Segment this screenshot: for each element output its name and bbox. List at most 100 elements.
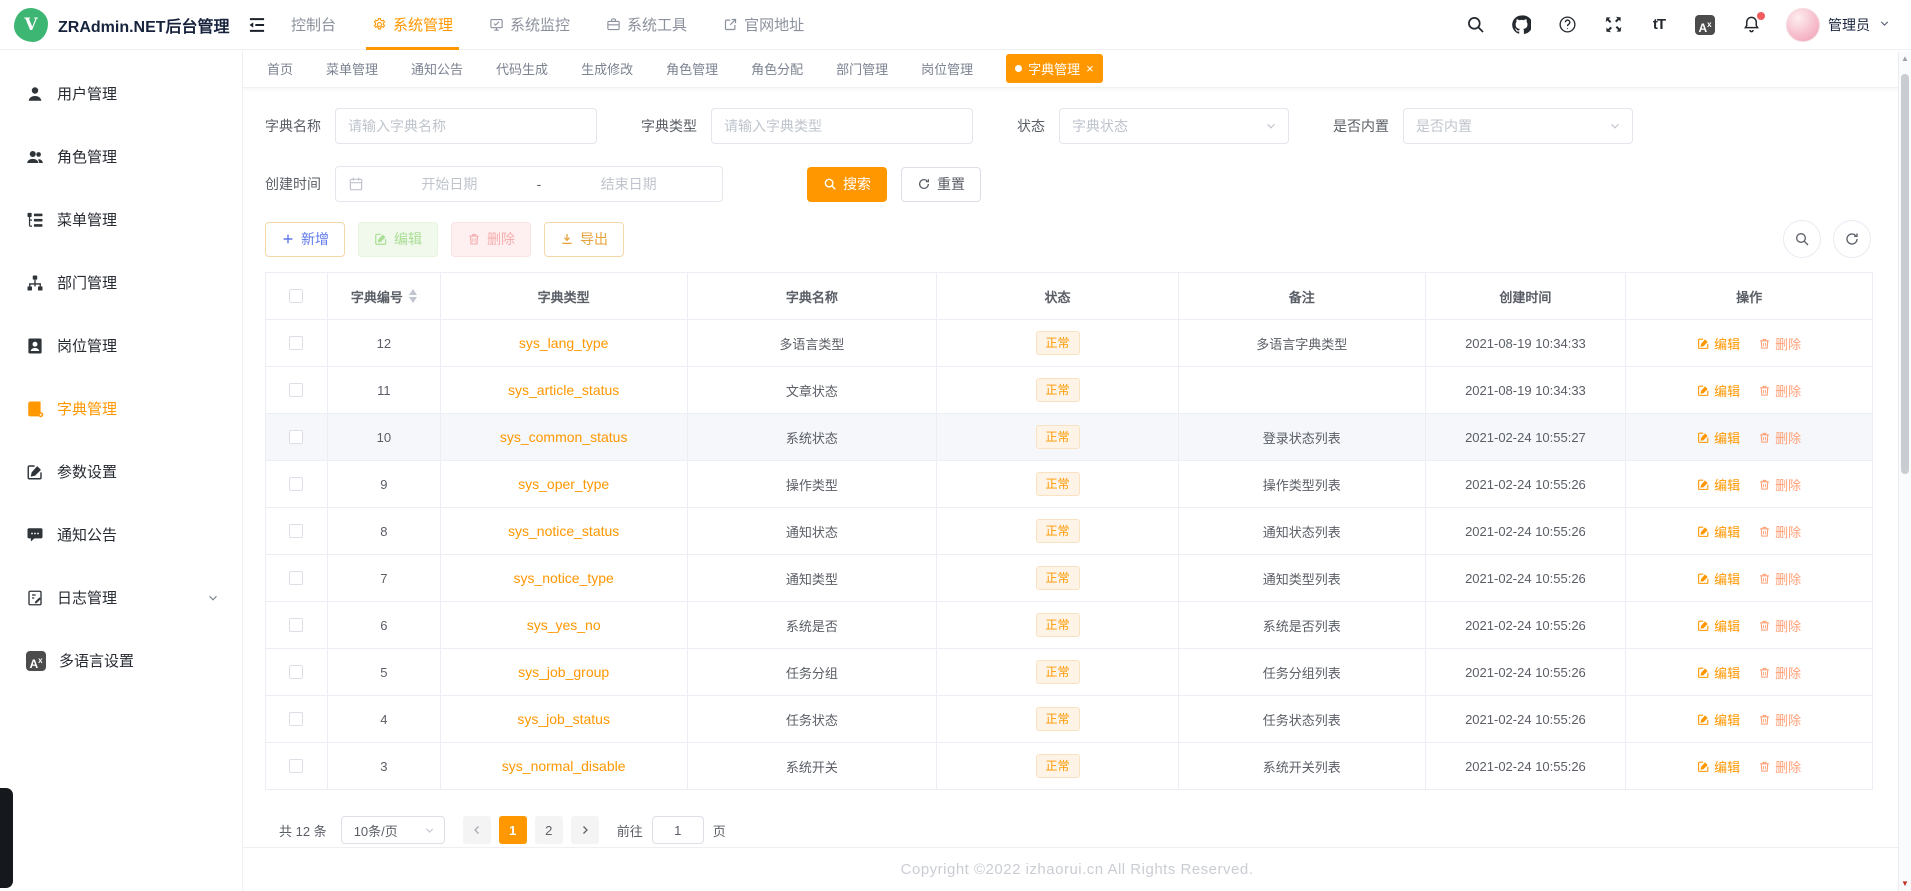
bell-icon[interactable] [1740, 11, 1765, 36]
row-edit-button[interactable]: 编辑 [1697, 757, 1740, 776]
row-checkbox[interactable] [289, 665, 304, 679]
scrollbar-down-arrow[interactable]: ▼ [1901, 879, 1909, 888]
tab-角色管理[interactable]: 角色管理 [666, 59, 718, 78]
row-edit-button[interactable]: 编辑 [1697, 569, 1740, 588]
dict-type-input[interactable] [711, 108, 973, 144]
row-delete-button[interactable]: 删除 [1758, 475, 1801, 494]
page-number-button[interactable]: 1 [498, 816, 527, 844]
row-delete-button[interactable]: 删除 [1758, 381, 1801, 400]
dict-name-input[interactable] [335, 108, 597, 144]
row-edit-button[interactable]: 编辑 [1697, 522, 1740, 541]
dict-type-link[interactable]: sys_yes_no [526, 617, 601, 633]
drag-handle[interactable] [0, 788, 13, 888]
dict-type-link[interactable]: sys_article_status [508, 382, 620, 398]
row-delete-button[interactable]: 删除 [1758, 757, 1801, 776]
sidebar-collapse-button[interactable] [247, 13, 271, 37]
tab-生成修改[interactable]: 生成修改 [581, 59, 633, 78]
sidebar-item-字典管理[interactable]: 字典管理 [0, 377, 242, 440]
row-checkbox[interactable] [289, 759, 304, 773]
font-size-icon[interactable]: tT [1652, 16, 1666, 33]
tab-字典管理[interactable]: 字典管理 × [1006, 54, 1103, 83]
dict-type-link[interactable]: sys_lang_type [518, 335, 609, 351]
edit-button[interactable]: 编辑 [358, 221, 438, 257]
row-edit-button[interactable]: 编辑 [1697, 381, 1740, 400]
sidebar-item-用户管理[interactable]: 用户管理 [0, 62, 242, 125]
row-delete-button[interactable]: 删除 [1758, 569, 1801, 588]
sidebar-item-角色管理[interactable]: 角色管理 [0, 125, 242, 188]
dict-type-link[interactable]: sys_job_group [518, 664, 610, 680]
refresh-table-button[interactable] [1833, 220, 1871, 258]
tab-岗位管理[interactable]: 岗位管理 [921, 59, 973, 78]
nav-item[interactable]: 系统管理 [366, 0, 460, 50]
sidebar-item-菜单管理[interactable]: 菜单管理 [0, 188, 242, 251]
row-delete-button[interactable]: 删除 [1758, 334, 1801, 353]
row-checkbox[interactable] [289, 430, 304, 444]
header-cell-id[interactable]: 字典编号 [328, 273, 441, 319]
page-number-button[interactable]: 2 [534, 816, 563, 844]
page-size-select[interactable]: 10条/页 [340, 816, 445, 844]
export-button[interactable]: 导出 [544, 221, 624, 257]
tab-首页[interactable]: 首页 [267, 59, 293, 78]
toggle-search-button[interactable] [1783, 220, 1821, 258]
date-range-picker[interactable]: 开始日期 - 结束日期 [335, 166, 723, 202]
search-button[interactable]: 搜索 [807, 166, 887, 202]
github-icon[interactable] [1510, 14, 1532, 36]
builtin-select[interactable]: 是否内置 [1403, 108, 1633, 144]
tab-通知公告[interactable]: 通知公告 [411, 59, 463, 78]
logo-area[interactable]: V ZRAdmin.NET后台管理 [0, 7, 243, 42]
nav-item[interactable]: 控制台 [291, 0, 336, 49]
row-edit-button[interactable]: 编辑 [1697, 710, 1740, 729]
close-tab-icon[interactable]: × [1086, 61, 1094, 76]
row-delete-button[interactable]: 删除 [1758, 428, 1801, 447]
row-delete-button[interactable]: 删除 [1758, 616, 1801, 635]
delete-button[interactable]: 删除 [451, 221, 531, 257]
sidebar-item-岗位管理[interactable]: 岗位管理 [0, 314, 242, 377]
row-edit-button[interactable]: 编辑 [1697, 428, 1740, 447]
dict-type-link[interactable]: sys_notice_status [508, 523, 620, 539]
row-delete-button[interactable]: 删除 [1758, 663, 1801, 682]
sort-caret-icon[interactable] [408, 289, 417, 303]
row-edit-button[interactable]: 编辑 [1697, 475, 1740, 494]
row-delete-button[interactable]: 删除 [1758, 710, 1801, 729]
dict-type-link[interactable]: sys_job_status [517, 711, 610, 727]
fullscreen-icon[interactable] [1602, 14, 1624, 36]
select-all-checkbox[interactable] [289, 289, 304, 303]
add-button[interactable]: 新增 [265, 221, 345, 257]
sidebar-item-通知公告[interactable]: 通知公告 [0, 503, 242, 566]
row-checkbox[interactable] [289, 712, 304, 726]
status-select[interactable]: 字典状态 [1059, 108, 1289, 144]
dict-type-link[interactable]: sys_normal_disable [501, 758, 626, 774]
question-icon[interactable] [1556, 14, 1578, 36]
sidebar-item-多语言设置[interactable]: Ax 多语言设置 [0, 629, 242, 692]
next-page-button[interactable] [570, 816, 599, 844]
reset-button[interactable]: 重置 [901, 166, 981, 202]
row-edit-button[interactable]: 编辑 [1697, 616, 1740, 635]
scrollbar-thumb[interactable] [1901, 74, 1909, 474]
goto-page-input[interactable] [651, 816, 704, 844]
dict-type-link[interactable]: sys_common_status [499, 429, 628, 445]
dict-type-link[interactable]: sys_notice_type [513, 570, 614, 586]
row-edit-button[interactable]: 编辑 [1697, 663, 1740, 682]
vertical-scrollbar[interactable]: ▲ ▼ [1898, 52, 1911, 891]
tab-代码生成[interactable]: 代码生成 [496, 59, 548, 78]
prev-page-button[interactable] [462, 816, 491, 844]
search-icon[interactable] [1464, 14, 1486, 36]
translate-icon[interactable]: Ax [1694, 14, 1716, 36]
row-checkbox[interactable] [289, 336, 304, 350]
user-menu[interactable]: 管理员 [1786, 7, 1891, 42]
avatar[interactable] [1786, 7, 1820, 42]
row-checkbox[interactable] [289, 618, 304, 632]
row-checkbox[interactable] [289, 524, 304, 538]
tab-角色分配[interactable]: 角色分配 [751, 59, 803, 78]
scrollbar-up-arrow[interactable]: ▲ [1901, 54, 1909, 63]
sidebar-item-日志管理[interactable]: 日志管理 [0, 566, 242, 629]
row-checkbox[interactable] [289, 477, 304, 491]
row-delete-button[interactable]: 删除 [1758, 522, 1801, 541]
dict-type-link[interactable]: sys_oper_type [518, 476, 610, 492]
nav-item[interactable]: 官网地址 [723, 0, 804, 49]
sidebar-item-参数设置[interactable]: 参数设置 [0, 440, 242, 503]
row-checkbox[interactable] [289, 571, 304, 585]
nav-item[interactable]: 系统监控 [489, 0, 570, 49]
row-checkbox[interactable] [289, 383, 304, 397]
tab-部门管理[interactable]: 部门管理 [836, 59, 888, 78]
